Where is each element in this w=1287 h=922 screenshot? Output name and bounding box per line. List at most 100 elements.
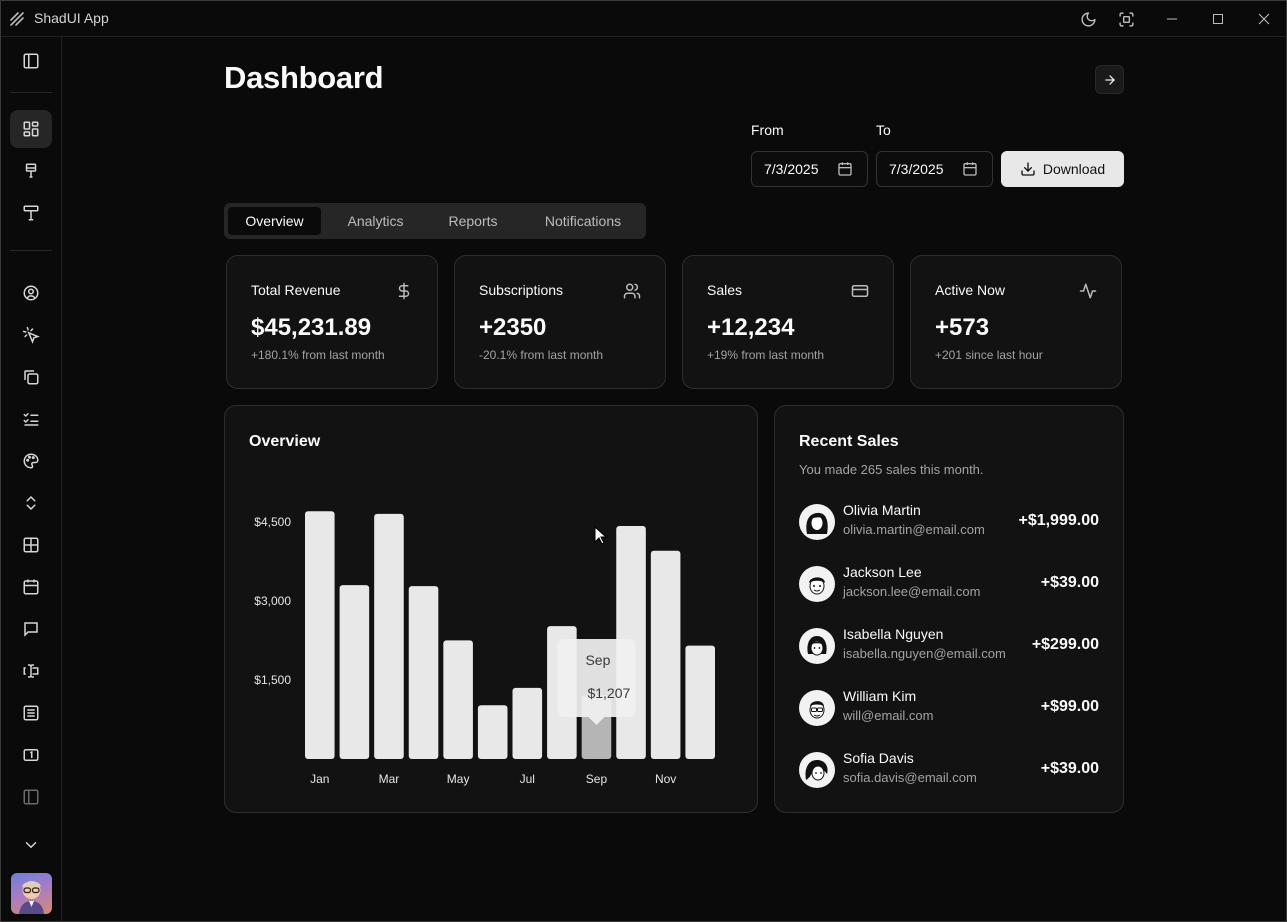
app-title: ShadUI App — [34, 10, 109, 26]
sidebar-more-button[interactable] — [10, 826, 52, 864]
sale-row: Olivia Martin olivia.martin@email.com +$… — [799, 502, 1099, 542]
sale-row: Sofia Davis sofia.davis@email.com +$39.0… — [799, 750, 1099, 790]
stat-change: +19% from last month — [707, 348, 825, 362]
chart-bar[interactable] — [685, 645, 715, 759]
chevrons-up-down-icon — [26, 495, 36, 511]
sale-row: Isabella Nguyen isabella.nguyen@email.co… — [799, 626, 1099, 666]
stat-change: -20.1% from last month — [479, 348, 604, 362]
sale-row: Jackson Lee jackson.lee@email.com +$39.0… — [799, 564, 1099, 604]
text-cursor-input-icon — [23, 664, 39, 678]
sidebar-item-numeric[interactable] — [10, 736, 52, 774]
palette-icon — [23, 453, 39, 469]
recent-sales-title: Recent Sales — [799, 433, 899, 450]
tooltip-value: $1,207 — [587, 685, 630, 701]
sidebar-item-input[interactable] — [10, 652, 52, 690]
x-tick-label: Jul — [520, 772, 535, 786]
chart-bar[interactable] — [305, 511, 335, 759]
sidebar-item-select[interactable] — [10, 484, 52, 522]
stat-title: Sales — [707, 282, 743, 298]
customer-name: Isabella Nguyen — [843, 626, 944, 642]
y-tick-label: $3,000 — [254, 594, 291, 608]
avatar — [799, 504, 835, 540]
x-tick-label: Jan — [310, 772, 329, 786]
customer-email: isabella.nguyen@email.com — [843, 646, 1006, 661]
chart-bar[interactable] — [650, 550, 681, 759]
customer-name: Jackson Lee — [843, 564, 922, 580]
tab-notifications[interactable]: Notifications — [544, 213, 622, 229]
customer-email: olivia.martin@email.com — [843, 522, 985, 537]
message-square-icon — [24, 622, 38, 637]
screenshot-button[interactable] — [1116, 9, 1136, 29]
sidebar-item-calendar[interactable] — [10, 568, 52, 606]
chart-bar[interactable] — [477, 705, 508, 759]
y-tick-label: $4,500 — [254, 515, 291, 529]
stat-value: +573 — [935, 314, 990, 341]
chart-bar[interactable] — [443, 640, 473, 759]
minimize-button[interactable] — [1162, 9, 1182, 29]
sidebar-item-card[interactable] — [10, 358, 52, 396]
calendar-icon — [963, 162, 977, 176]
chart-bar[interactable] — [374, 513, 404, 759]
tab-overview[interactable]: Overview — [228, 207, 321, 235]
tab-reports[interactable]: Reports — [448, 213, 498, 229]
sidebar-item-avatar[interactable] — [10, 274, 52, 312]
sidebar-divider — [10, 92, 52, 93]
chart-bar[interactable] — [512, 687, 543, 759]
pointer-click-icon — [22, 326, 40, 344]
stat-title: Total Revenue — [251, 282, 341, 298]
panel-left-icon — [23, 53, 39, 69]
credit-card-icon — [851, 285, 869, 297]
activity-icon — [1079, 283, 1097, 299]
tooltip-label: Sep — [585, 652, 610, 668]
brush-icon — [25, 163, 37, 178]
download-label: Download — [1042, 161, 1106, 177]
tooltip-pointer — [588, 717, 605, 725]
customer-email: will@email.com — [843, 708, 934, 723]
sidebar-item-list[interactable] — [10, 694, 52, 732]
list-box-icon — [23, 705, 39, 721]
sidebar-item-typography[interactable] — [10, 194, 52, 232]
maximize-button[interactable] — [1208, 9, 1228, 29]
sidebar-item-checkbox[interactable] — [10, 400, 52, 438]
close-button[interactable] — [1254, 9, 1274, 29]
from-date-picker[interactable]: 7/3/2025 — [751, 151, 868, 187]
panel-icon — [23, 789, 39, 805]
sidebar-item-dashboard[interactable] — [10, 110, 52, 148]
chart-bar[interactable] — [408, 586, 439, 759]
avatar-image — [806, 512, 828, 534]
sidebar-toggle-button[interactable] — [10, 42, 52, 80]
user-avatar[interactable] — [11, 873, 52, 914]
to-date-picker[interactable]: 7/3/2025 — [876, 151, 993, 187]
tab-analytics[interactable]: Analytics — [347, 213, 404, 229]
sidebar-item-theme[interactable] — [10, 152, 52, 190]
chart-bar[interactable] — [339, 585, 370, 759]
customer-name: Olivia Martin — [843, 502, 921, 518]
close-icon — [1258, 13, 1270, 25]
sidebar-item-grid[interactable] — [10, 526, 52, 564]
mouse-cursor-icon — [594, 526, 608, 545]
sidebar-item-button[interactable] — [10, 316, 52, 354]
users-icon — [623, 283, 641, 299]
theme-toggle-button[interactable] — [1078, 9, 1098, 29]
stat-change: +180.1% from last month — [251, 348, 385, 362]
download-button[interactable]: Download — [1001, 151, 1124, 187]
dollar-icon — [398, 282, 410, 300]
sidebar-item-colors[interactable] — [10, 442, 52, 480]
stat-change: +201 since last hour — [935, 348, 1043, 362]
calendar-icon — [838, 162, 852, 176]
next-page-button[interactable] — [1095, 65, 1124, 94]
overview-panel: Overview $1,500 $3,000 $4,500 Jan Mar May Jul S… — [224, 405, 758, 813]
recent-sales-subtitle: You made 265 sales this month. — [799, 462, 984, 477]
app-logo-icon — [10, 12, 24, 26]
arrow-right-icon — [1104, 74, 1115, 85]
sidebar-item-dialog[interactable] — [10, 610, 52, 648]
x-tick-label: Mar — [379, 772, 400, 786]
page-title: Dashboard — [224, 60, 384, 95]
customer-name: Sofia Davis — [843, 750, 914, 766]
layout-dashboard-icon — [23, 121, 39, 137]
avatar — [799, 752, 835, 788]
sidebar-item-panel[interactable] — [10, 778, 52, 816]
stat-title: Active Now — [935, 282, 1006, 298]
chevron-down-icon — [25, 842, 37, 849]
